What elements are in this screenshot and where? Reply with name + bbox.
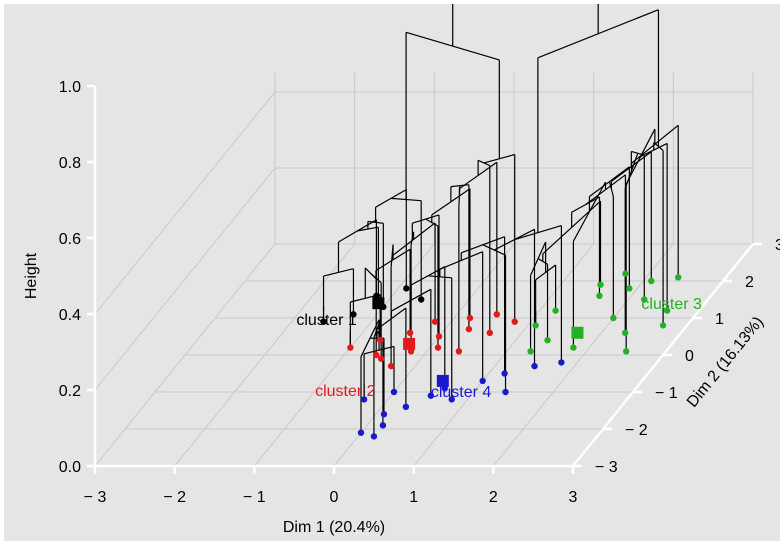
- data-point: [622, 329, 629, 336]
- data-point: [435, 333, 443, 340]
- dendrogram-branch: [373, 320, 381, 338]
- cluster-label: cluster 1: [296, 312, 357, 329]
- data-point: [532, 322, 539, 329]
- data-point: [527, 348, 534, 355]
- dendrogram: [322, 4, 679, 437]
- x-tick-label: − 1: [243, 489, 266, 506]
- dendrogram-branch: [493, 228, 535, 251]
- data-point: [418, 296, 425, 303]
- data-point: [402, 403, 410, 410]
- x-tick-label: 0: [330, 489, 339, 506]
- dendrogram-branch: [323, 268, 354, 277]
- data-point: [502, 388, 509, 396]
- data-point: [406, 329, 414, 336]
- x-tick-label: − 2: [163, 489, 186, 506]
- y-tick-label: − 1: [655, 385, 678, 402]
- y-tick-label: 0: [685, 348, 694, 365]
- data-point: [597, 281, 604, 288]
- z-tick-label: 0.8: [59, 155, 81, 172]
- data-point: [622, 348, 630, 355]
- data-point: [570, 344, 577, 351]
- plot-area: − 3 − 2 − 1 0 1 2 3 − 3 − 2 − 1 0 1 2 3 0.0 0.2 0.4 0.6 0.…: [4, 4, 780, 541]
- z-tick-label: 0.0: [59, 459, 81, 476]
- y-tick-label: − 3: [595, 459, 618, 476]
- data-point: [357, 429, 365, 436]
- wall-grid-line: [94, 167, 276, 391]
- z-tick-label: 0.4: [59, 307, 81, 324]
- data-point: [320, 318, 327, 325]
- data-point: [663, 307, 671, 314]
- y-tick-label: 2: [745, 274, 754, 291]
- cluster-label: cluster 4: [431, 384, 492, 401]
- x-tick-label: − 3: [84, 489, 107, 506]
- data-point: [434, 344, 442, 351]
- x-tick-label: 3: [569, 489, 578, 506]
- data-point: [387, 362, 395, 370]
- z-axis-title: Height: [23, 252, 40, 299]
- data-point: [641, 296, 648, 303]
- data-point: [552, 307, 559, 314]
- cluster-center: [372, 297, 385, 310]
- grid: [94, 73, 754, 467]
- axes: [87, 84, 762, 474]
- data-point: [390, 388, 398, 396]
- hcpc-3d-chart: − 3 − 2 − 1 0 1 2 3 − 3 − 2 − 1 0 1 2 3 0.0 0.2 0.4 0.6 0.…: [23, 4, 780, 536]
- data-point: [610, 314, 617, 322]
- z-tick-label: 0.2: [59, 383, 81, 400]
- tick-labels: − 3 − 2 − 1 0 1 2 3 − 3 − 2 − 1 0 1 2 3 0.0 0.2 0.4 0.6 0.…: [59, 79, 780, 506]
- data-point: [466, 314, 474, 322]
- data-point: [501, 370, 508, 377]
- y-tick-label: − 2: [625, 422, 648, 439]
- cluster-center: [403, 337, 416, 350]
- data-point: [596, 292, 603, 299]
- data-point: [465, 325, 473, 333]
- data-point: [377, 355, 385, 362]
- cluster-center: [571, 326, 584, 339]
- data-point: [373, 351, 380, 359]
- data-point: [531, 362, 538, 370]
- cluster-labels: cluster 1 cluster 2 cluster 3 cluster 4: [296, 296, 702, 401]
- x-axis-title: Dim 1 (20.4%): [283, 519, 385, 536]
- data-point: [403, 285, 410, 292]
- data-point: [493, 311, 501, 318]
- data-point: [427, 392, 435, 399]
- data-point: [486, 329, 493, 336]
- data-point: [455, 348, 463, 355]
- cluster-label: cluster 3: [641, 296, 702, 313]
- data-point: [675, 274, 682, 281]
- data-point: [558, 359, 565, 366]
- data-point: [544, 337, 551, 344]
- data-points: [320, 270, 682, 440]
- data-point: [350, 311, 357, 318]
- cluster-center: [436, 374, 449, 387]
- dendrogram-branch: [459, 161, 498, 190]
- data-point: [622, 270, 629, 277]
- data-point: [648, 277, 655, 285]
- dendrogram-branch: [585, 174, 626, 206]
- wall-grid-line: [94, 91, 276, 315]
- data-point: [659, 322, 667, 329]
- dendrogram-branch: [375, 189, 407, 208]
- dendrogram-branch: [338, 219, 377, 243]
- data-point: [448, 396, 455, 403]
- y-tick-label: 3: [775, 237, 780, 254]
- data-point: [479, 377, 486, 385]
- data-point: [626, 285, 633, 292]
- cluster-label: cluster 2: [315, 383, 376, 400]
- z-tick-label: 1.0: [59, 79, 81, 96]
- data-point: [360, 396, 368, 403]
- x-tick-label: 2: [489, 489, 498, 506]
- data-point: [511, 318, 518, 325]
- data-point: [377, 337, 384, 344]
- x-tick-label: 1: [409, 489, 418, 506]
- y-axis-title: Dim 2 (16.13%): [684, 314, 767, 411]
- data-point: [379, 422, 387, 429]
- data-point: [380, 411, 388, 418]
- z-tick-label: 0.6: [59, 231, 81, 248]
- data-point: [347, 344, 354, 351]
- data-point: [370, 433, 378, 440]
- data-point: [431, 318, 439, 325]
- y-tick-label: 1: [715, 311, 724, 328]
